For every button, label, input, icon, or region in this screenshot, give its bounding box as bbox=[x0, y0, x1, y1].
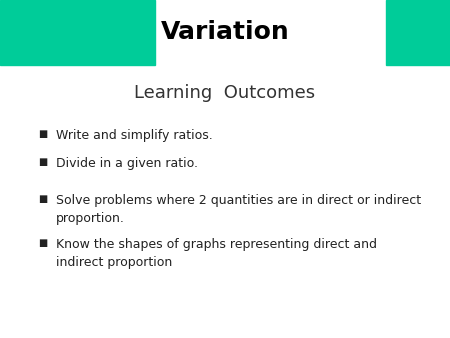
Text: Know the shapes of graphs representing direct and
indirect proportion: Know the shapes of graphs representing d… bbox=[56, 238, 377, 269]
Bar bbox=[0, 0, 155, 65]
Text: ■: ■ bbox=[38, 129, 47, 139]
Text: Write and simplify ratios.: Write and simplify ratios. bbox=[56, 129, 213, 142]
Text: Variation: Variation bbox=[161, 20, 289, 44]
Text: Solve problems where 2 quantities are in direct or indirect
proportion.: Solve problems where 2 quantities are in… bbox=[56, 194, 421, 225]
Text: ■: ■ bbox=[38, 238, 47, 248]
Text: ■: ■ bbox=[38, 157, 47, 167]
Text: Learning  Outcomes: Learning Outcomes bbox=[135, 84, 315, 102]
Text: Divide in a given ratio.: Divide in a given ratio. bbox=[56, 157, 198, 170]
Bar bbox=[386, 0, 450, 65]
Text: ■: ■ bbox=[38, 194, 47, 204]
